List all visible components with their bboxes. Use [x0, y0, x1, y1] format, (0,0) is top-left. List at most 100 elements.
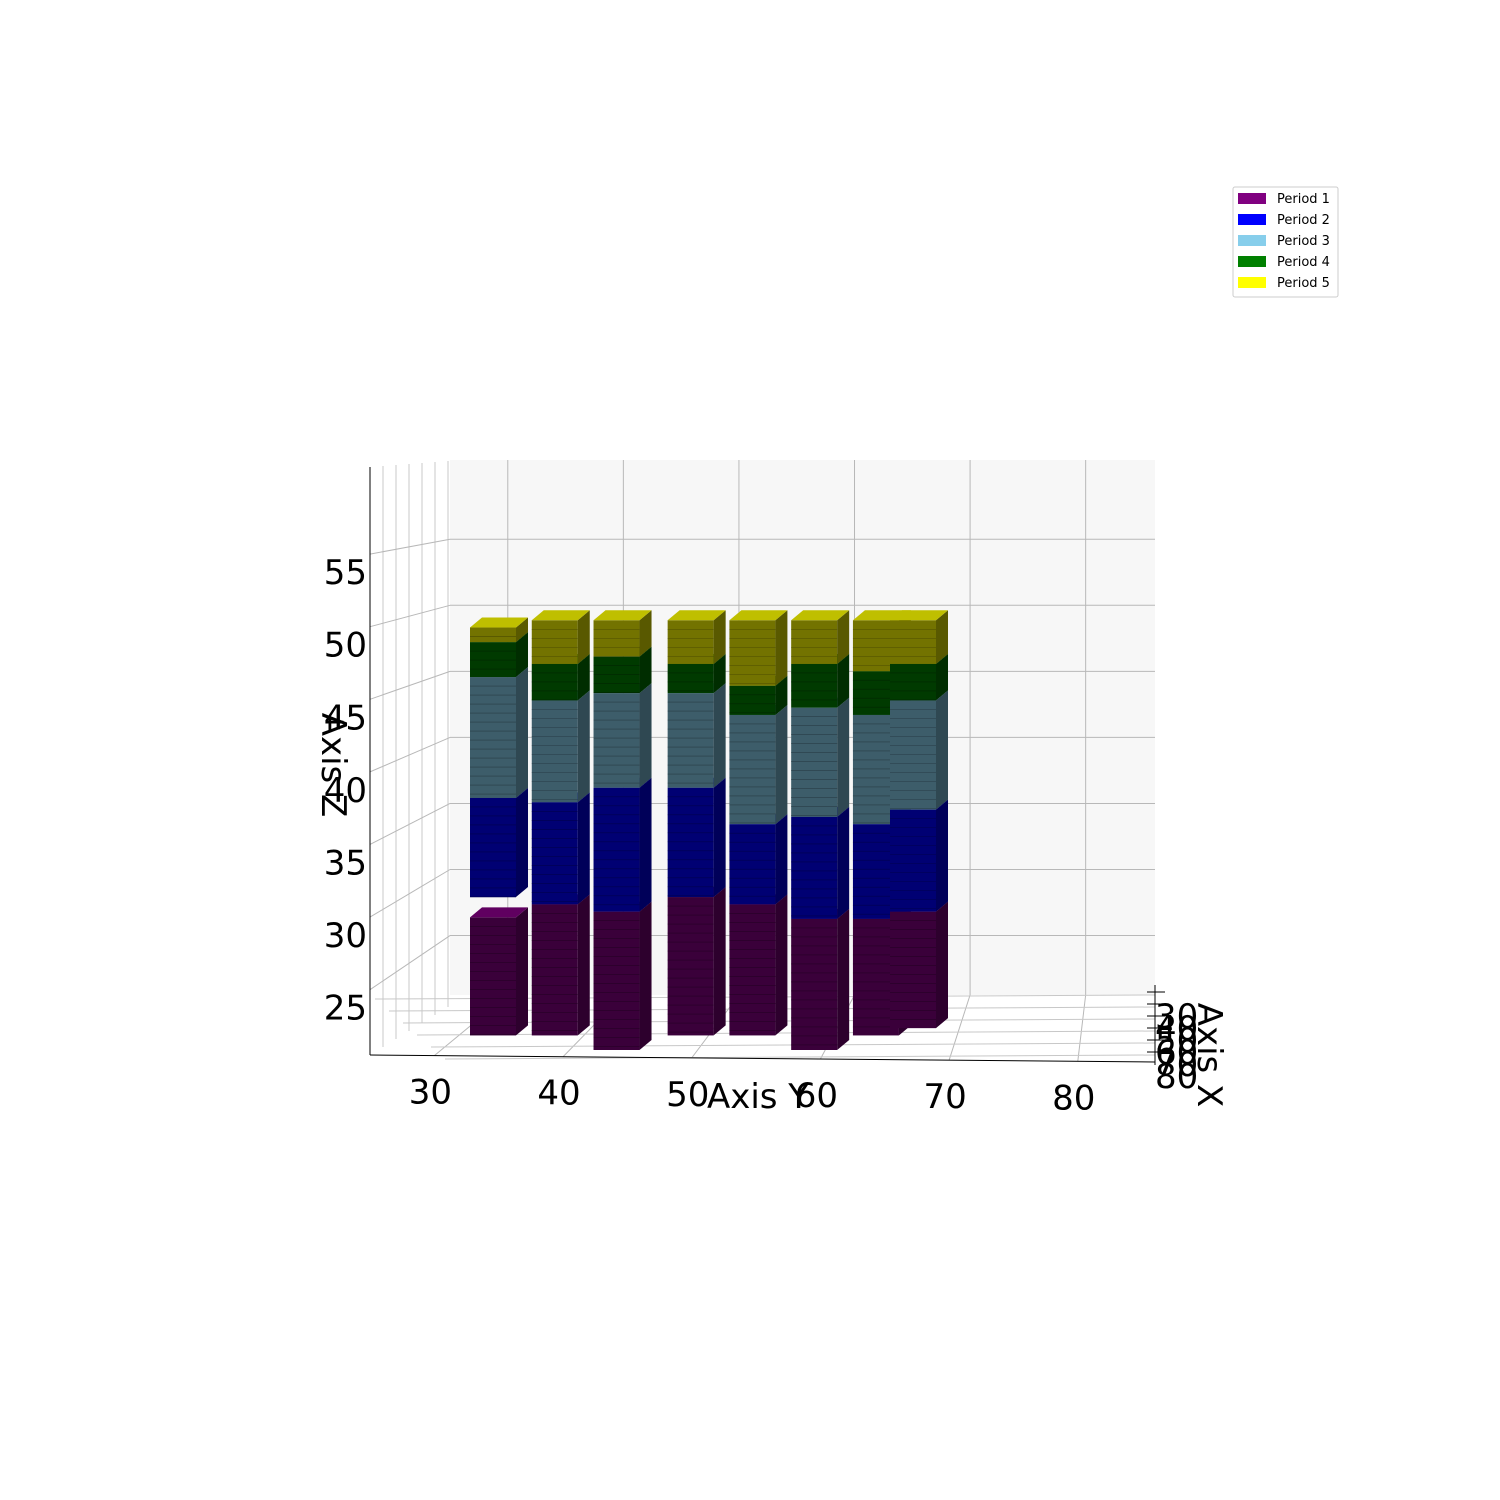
bar-side-period-3 [837, 697, 850, 817]
bar-side-period-4 [775, 675, 788, 715]
bar-face-period-1 [791, 918, 838, 1050]
z-tick-label: 30 [324, 916, 367, 956]
bar-face-period-2 [729, 824, 776, 905]
bar-side-period-1 [713, 887, 726, 1036]
bar-top-period-5 [531, 610, 590, 621]
bar-face-period-1 [531, 904, 578, 1036]
bar-top-period-5 [667, 610, 726, 621]
bar-face-period-5 [729, 620, 776, 686]
legend-swatch [1238, 214, 1266, 225]
legend-label: Period 3 [1277, 234, 1330, 249]
legend-swatch [1238, 256, 1266, 267]
legend-label: Period 2 [1277, 213, 1330, 228]
bar-side-period-5 [639, 610, 652, 657]
bar-side-period-2 [639, 777, 652, 912]
bar-top-period-5 [791, 610, 850, 621]
z-tick-label: 50 [324, 626, 367, 666]
bar-side-period-5 [516, 617, 528, 643]
y-tick-label: 30 [409, 1073, 452, 1113]
bar-top-period-5 [729, 610, 788, 621]
bar-top-period-5 [593, 610, 652, 621]
bar-side-period-5 [577, 610, 590, 664]
bar-face-period-3 [890, 700, 936, 810]
bar-face-period-5 [667, 620, 714, 664]
bar-face-period-4 [470, 642, 516, 678]
bar-side-period-2 [516, 787, 528, 898]
bar-top-period-1 [470, 907, 528, 918]
bar-side-period-4 [577, 653, 590, 701]
bar-side-period-1 [837, 908, 850, 1050]
bar-top-period-5 [470, 617, 528, 628]
bar-side-period-2 [837, 806, 850, 919]
legend: Period 1 Period 2 Period 3 Period 4 Period 5 [1232, 186, 1339, 298]
x-tick-label: 80 [1155, 1057, 1198, 1097]
legend-label: Period 4 [1277, 255, 1330, 270]
bar-face-period-2 [791, 816, 838, 919]
side-grid-line [369, 869, 451, 918]
bar-side-period-4 [713, 653, 726, 694]
bar-side-period-2 [577, 792, 590, 905]
floor-depth-line [416, 1030, 1156, 1036]
bar-side-period-3 [516, 667, 528, 798]
bar-face-period-4 [791, 663, 838, 708]
side-grid-line [369, 935, 451, 991]
bar-face-period-1 [667, 897, 714, 1036]
bar-side-period-3 [713, 683, 726, 788]
bar-side-period-2 [775, 814, 788, 905]
bar-face-period-1 [470, 917, 516, 1036]
bar-top-period-5 [890, 610, 948, 621]
bar-face-period-2 [890, 809, 936, 912]
bar-side-period-5 [713, 610, 726, 664]
bar-face-period-4 [729, 685, 776, 715]
bar-face-period-1 [593, 911, 640, 1050]
side-grid-line [369, 736, 451, 773]
legend-swatch [1238, 193, 1266, 204]
y-tick-label: 60 [795, 1076, 838, 1116]
bar-side-period-2 [713, 777, 726, 898]
floor-grid-line [948, 994, 971, 1061]
bar-side-period-4 [516, 632, 528, 678]
bar-face-period-2 [593, 787, 640, 912]
bar-face-period-3 [729, 714, 776, 825]
legend-swatch [1238, 277, 1266, 288]
bar-side-period-2 [936, 799, 948, 912]
bar-face-period-1 [729, 904, 776, 1036]
y-axis-title: Axis Y [707, 1077, 809, 1117]
bar-face-period-5 [791, 620, 838, 664]
side-grid-line [369, 670, 451, 700]
bar-side-period-1 [639, 901, 652, 1050]
bar-side-period-1 [516, 907, 528, 1036]
bars-group [470, 610, 948, 1050]
legend-label: Period 5 [1277, 276, 1330, 291]
y-tick-label: 50 [666, 1075, 709, 1115]
bar-side-period-1 [577, 894, 590, 1036]
bar-face-period-5 [470, 627, 516, 643]
bar-side-period-3 [936, 690, 948, 810]
side-grid-line [369, 803, 451, 845]
z-axis-title: Axis Z [313, 713, 353, 818]
bar-face-period-5 [890, 620, 936, 664]
z-tick-label: 45 [324, 698, 367, 738]
bar-face-period-4 [667, 663, 714, 694]
z-tick-label: 40 [324, 771, 367, 811]
z-tick-label: 35 [324, 843, 367, 883]
bar-face-period-5 [531, 620, 578, 664]
bar-side-period-5 [775, 610, 788, 686]
bar-side-period-4 [936, 653, 948, 701]
bar-side-period-3 [639, 683, 652, 788]
bar-side-period-1 [936, 901, 948, 1029]
y-tick-label: 40 [537, 1074, 580, 1114]
bar-face-period-3 [667, 693, 714, 788]
bar-side-period-5 [837, 610, 850, 664]
side-grid-line [369, 604, 451, 628]
bar-face-period-3 [791, 707, 838, 817]
legend-swatch [1238, 235, 1266, 246]
bar-face-period-2 [470, 797, 516, 898]
bar-side-period-3 [775, 704, 788, 825]
bar-side-period-3 [577, 690, 590, 803]
legend-label: Period 1 [1277, 192, 1330, 207]
bar-face-period-3 [531, 700, 578, 803]
y-axis-line [369, 1054, 1156, 1063]
